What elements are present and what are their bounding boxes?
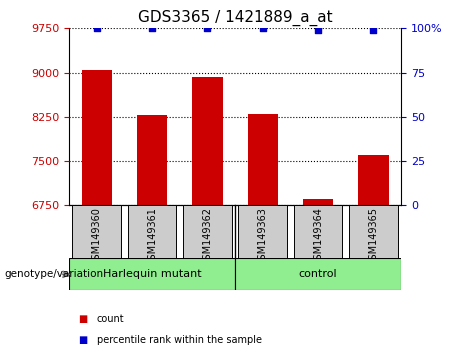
Text: GSM149363: GSM149363 bbox=[258, 207, 268, 266]
Point bbox=[314, 27, 322, 33]
Text: GSM149360: GSM149360 bbox=[92, 207, 102, 266]
Text: GSM149365: GSM149365 bbox=[368, 207, 378, 266]
Point bbox=[148, 25, 156, 31]
Text: genotype/variation: genotype/variation bbox=[5, 269, 104, 279]
Point bbox=[204, 25, 211, 31]
Point bbox=[93, 25, 100, 31]
Bar bbox=[248, 114, 278, 205]
Bar bbox=[294, 205, 343, 258]
Bar bbox=[349, 205, 398, 258]
Title: GDS3365 / 1421889_a_at: GDS3365 / 1421889_a_at bbox=[138, 9, 332, 25]
Text: Harlequin mutant: Harlequin mutant bbox=[103, 269, 201, 279]
Point bbox=[259, 25, 266, 31]
Bar bbox=[238, 205, 287, 258]
Bar bbox=[72, 205, 121, 258]
Bar bbox=[183, 205, 232, 258]
Text: GSM149364: GSM149364 bbox=[313, 207, 323, 266]
Bar bbox=[358, 155, 389, 205]
Bar bbox=[82, 70, 112, 205]
Point bbox=[370, 27, 377, 33]
Text: ■: ■ bbox=[78, 314, 88, 324]
Bar bbox=[192, 77, 223, 205]
Text: count: count bbox=[97, 314, 124, 324]
Bar bbox=[235, 258, 401, 290]
Bar bbox=[128, 205, 177, 258]
Bar bbox=[303, 199, 333, 205]
Bar bbox=[69, 258, 235, 290]
Text: percentile rank within the sample: percentile rank within the sample bbox=[97, 335, 262, 345]
Text: control: control bbox=[299, 269, 337, 279]
Text: GSM149361: GSM149361 bbox=[147, 207, 157, 266]
Text: GSM149362: GSM149362 bbox=[202, 207, 213, 266]
Text: ■: ■ bbox=[78, 335, 88, 345]
Bar bbox=[137, 115, 167, 205]
